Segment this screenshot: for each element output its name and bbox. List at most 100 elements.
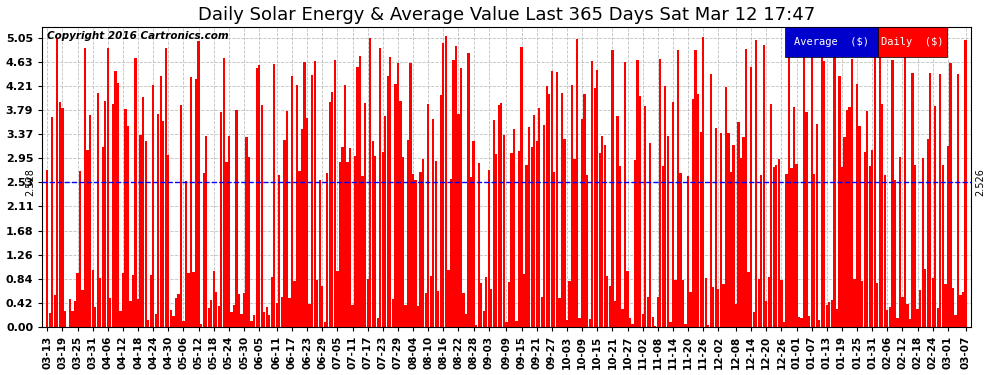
Bar [505, 322, 508, 327]
Bar [132, 274, 135, 327]
Bar [795, 164, 798, 327]
Bar [518, 151, 520, 327]
Bar [881, 104, 883, 327]
Bar [912, 73, 914, 327]
Bar [581, 119, 583, 327]
Bar [730, 172, 732, 327]
Bar [783, 322, 785, 327]
Bar [679, 172, 682, 327]
Bar [661, 166, 664, 327]
Bar [435, 161, 437, 327]
Bar [516, 321, 518, 327]
Bar [148, 320, 149, 327]
Bar [51, 117, 53, 327]
Bar [694, 50, 697, 327]
Bar [573, 159, 575, 327]
Bar [291, 76, 293, 327]
Bar [223, 58, 225, 327]
Bar [465, 314, 467, 327]
Bar [404, 305, 407, 327]
Bar [104, 101, 106, 327]
Bar [56, 38, 58, 327]
Bar [760, 175, 762, 327]
Bar [309, 304, 311, 327]
Bar [788, 42, 790, 327]
Bar [576, 39, 578, 327]
Bar [601, 136, 604, 327]
Bar [811, 35, 813, 327]
Bar [311, 75, 313, 327]
Bar [81, 290, 84, 327]
Bar [374, 156, 376, 327]
Bar [723, 284, 725, 327]
Bar [649, 143, 651, 327]
Bar [53, 296, 56, 327]
Bar [384, 116, 386, 327]
Bar [263, 312, 265, 327]
Bar [440, 94, 442, 327]
Bar [922, 158, 924, 327]
Bar [944, 284, 946, 327]
Bar [58, 102, 61, 327]
Bar [246, 137, 248, 327]
Bar [97, 93, 99, 327]
Bar [954, 315, 956, 327]
Bar [858, 126, 860, 327]
Bar [836, 309, 838, 327]
Bar [689, 292, 692, 327]
Bar [834, 54, 836, 327]
Bar [651, 317, 653, 327]
Bar [826, 304, 828, 327]
Bar [488, 171, 490, 327]
Bar [157, 114, 159, 327]
Bar [707, 325, 710, 327]
Bar [397, 63, 399, 327]
Bar [560, 93, 563, 327]
Bar [145, 141, 147, 327]
Bar [304, 62, 306, 327]
Bar [555, 72, 558, 327]
Bar [917, 309, 919, 327]
Bar [528, 127, 531, 327]
Bar [392, 299, 394, 327]
Bar [200, 324, 202, 327]
Bar [725, 87, 727, 327]
Bar [553, 172, 555, 327]
Bar [803, 44, 805, 327]
Bar [545, 86, 547, 327]
Bar [452, 60, 454, 327]
Bar [871, 150, 873, 327]
Bar [856, 84, 858, 327]
Bar [831, 300, 833, 327]
Bar [180, 105, 182, 327]
Bar [932, 278, 934, 327]
Bar [531, 147, 533, 327]
Bar [715, 128, 717, 327]
Bar [460, 68, 462, 327]
Bar [243, 293, 246, 327]
Bar [236, 110, 238, 327]
Bar [389, 57, 391, 327]
Bar [369, 39, 371, 327]
Bar [228, 136, 230, 327]
Bar [112, 104, 114, 327]
Bar [438, 291, 440, 327]
Bar [248, 157, 250, 327]
Bar [480, 283, 482, 327]
Bar [231, 312, 233, 327]
Bar [306, 118, 308, 327]
Bar [430, 276, 432, 327]
Title: Daily Solar Energy & Average Value Last 365 Days Sat Mar 12 17:47: Daily Solar Energy & Average Value Last … [198, 6, 815, 24]
Bar [571, 85, 573, 327]
Bar [521, 47, 523, 327]
Bar [700, 132, 702, 327]
Bar [86, 150, 89, 327]
Bar [669, 322, 671, 327]
Bar [361, 176, 363, 327]
Bar [182, 321, 184, 327]
Bar [508, 282, 510, 327]
Bar [334, 60, 336, 327]
Bar [617, 116, 619, 327]
Bar [533, 115, 536, 327]
Bar [71, 311, 73, 327]
